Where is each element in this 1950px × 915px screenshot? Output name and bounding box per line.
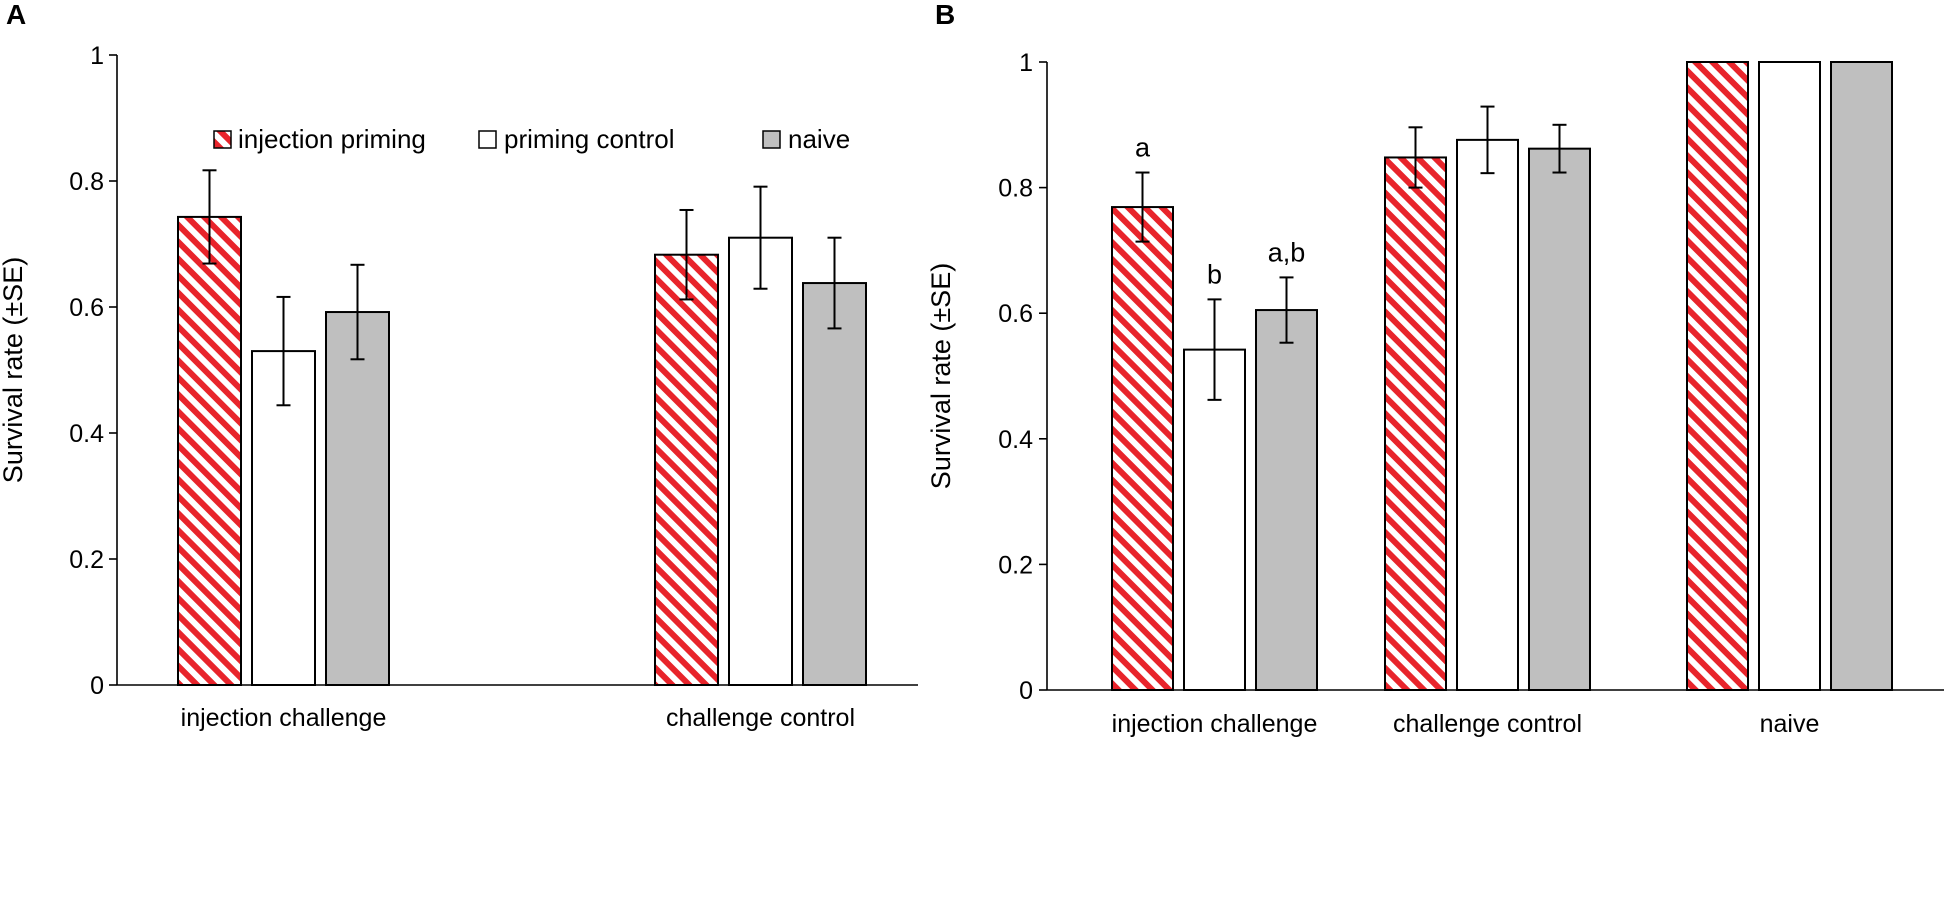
panel-a-y-tick-label: 0.6 — [69, 294, 104, 322]
panel-b-y-tick-label: 1 — [1019, 49, 1033, 77]
legend-label-priming-control: priming control — [504, 124, 675, 154]
panel-b-bar-injection-priming-challenge-control — [1384, 156, 1447, 691]
legend-label-injection-priming: injection priming — [238, 124, 426, 154]
panel-a-y-tick-label: 0 — [90, 672, 104, 700]
panel-b-y-tick-label: 0.4 — [998, 426, 1033, 454]
panel-b-significance-label: a,b — [1268, 237, 1306, 267]
panel-a-bar-naive-challenge-control — [802, 282, 867, 686]
panel-a-y-tick-label: 0.4 — [69, 420, 104, 448]
panel-b-bar-injection-priming-naive — [1686, 61, 1749, 691]
panel-a-y-tick-label: 0.2 — [69, 546, 104, 574]
panel-a-bar-priming-control-injection-challenge — [251, 350, 316, 686]
panel-b-y-tick-label: 0.8 — [998, 175, 1033, 203]
panel-b-bar-priming-control-challenge-control — [1456, 138, 1519, 691]
panel-b-x-category-label: naive — [1760, 710, 1820, 738]
panel-a-y-axis-label: Survival rate (±SE) — [0, 257, 28, 483]
panel-b: B Survival rate (±SE) 0 0.2 0.4 0.6 0.8 1 a b a,… — [926, 0, 1944, 738]
panel-b-significance-label: a — [1135, 133, 1151, 163]
panel-b-y-tick-label: 0 — [1019, 677, 1033, 705]
panel-b-y-tick-label: 0.6 — [998, 300, 1033, 328]
panel-b-bar-naive-naive — [1830, 61, 1893, 691]
panel-a-bar-injection-priming-injection-challenge — [177, 215, 242, 686]
legend-swatch-naive — [762, 130, 781, 149]
panel-a-x-category-label: challenge control — [666, 704, 855, 732]
panel-b-y-axis-label: Survival rate (±SE) — [926, 263, 956, 489]
panel-b-y-tick-label: 0.2 — [998, 551, 1033, 579]
panel-a-label: A — [6, 0, 26, 30]
legend-label-naive: naive — [788, 124, 850, 154]
panel-a: A Survival rate (±SE) injection priming … — [0, 0, 918, 732]
panel-a-y-tick-label: 0.8 — [69, 168, 104, 196]
panel-b-bar-priming-control-naive — [1758, 61, 1821, 691]
panel-b-bar-injection-priming-injection-challenge — [1111, 206, 1174, 691]
panel-a-y-tick-label: 1 — [90, 42, 104, 70]
panel-a-bar-naive-injection-challenge — [325, 311, 390, 686]
panel-a-x-category-label: injection challenge — [181, 704, 387, 732]
panel-b-significance-label: b — [1207, 259, 1222, 289]
panel-b-bar-naive-injection-challenge — [1255, 309, 1318, 691]
panel-b-label: B — [935, 0, 955, 30]
panel-a-bar-priming-control-challenge-control — [728, 236, 793, 686]
legend: injection priming priming control naive — [213, 124, 850, 154]
panel-b-x-category-label: injection challenge — [1112, 710, 1318, 738]
panel-a-bar-injection-priming-challenge-control — [654, 253, 719, 687]
legend-swatch-priming-control — [478, 130, 497, 149]
panel-b-x-category-label: challenge control — [1393, 710, 1582, 738]
panel-b-bar-naive-challenge-control — [1528, 147, 1591, 691]
legend-swatch-injection-priming — [213, 130, 232, 149]
